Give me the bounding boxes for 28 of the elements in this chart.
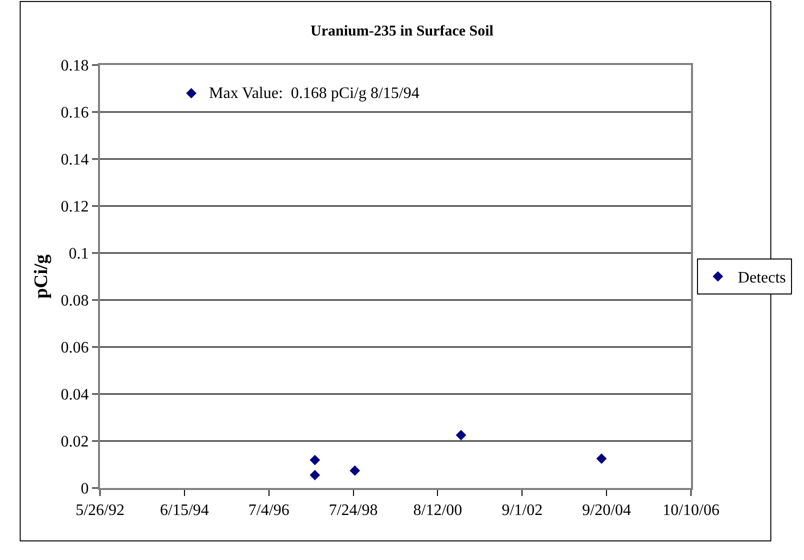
point <box>350 465 360 476</box>
y-tick-label: 0.12 <box>60 198 89 216</box>
point <box>596 453 607 464</box>
chart-title: Uranium-235 in Surface Soil <box>310 24 494 40</box>
x-tick-label: 10/10/06 <box>662 502 720 520</box>
y-tick-label: 0.18 <box>60 58 89 75</box>
y-axis-title: pCi/g <box>31 254 52 299</box>
y-tick-label: 0.08 <box>60 292 89 310</box>
legend-label: Detects <box>738 270 786 287</box>
y-tick-label: 0.1 <box>68 246 89 263</box>
x-tick-label: 7/4/96 <box>248 502 290 520</box>
annotation: Max Value: 0.168 pCi/g 8/15/94 <box>209 85 420 102</box>
x-tick-label: 9/20/04 <box>582 502 632 520</box>
point <box>186 88 196 98</box>
y-tick-label: 0.06 <box>60 340 89 357</box>
x-tick-label: 7/24/98 <box>328 502 378 520</box>
y-tick-label: 0.02 <box>60 434 89 451</box>
y-tick-label: 0.04 <box>60 386 89 404</box>
point <box>310 454 320 466</box>
y-tick-label: 0.16 <box>60 104 89 122</box>
x-tick-label: 5/26/92 <box>76 502 124 520</box>
x-tick-label: 9/1/02 <box>502 502 543 520</box>
y-tick-label: 0.14 <box>60 152 89 169</box>
point <box>310 470 320 480</box>
x-tick-label: 6/15/94 <box>160 502 209 520</box>
y-tick-label: 0 <box>80 480 89 498</box>
point <box>456 430 466 440</box>
x-tick-label: 8/12/00 <box>413 502 462 520</box>
